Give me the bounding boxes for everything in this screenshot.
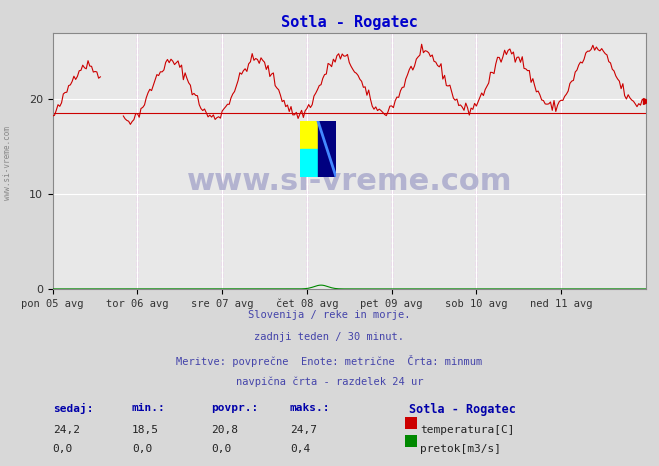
Text: 18,5: 18,5 (132, 425, 159, 435)
Text: www.si-vreme.com: www.si-vreme.com (3, 126, 13, 200)
Text: 0,0: 0,0 (211, 444, 231, 453)
Text: 0,0: 0,0 (53, 444, 73, 453)
Text: 24,7: 24,7 (290, 425, 317, 435)
Text: sedaj:: sedaj: (53, 403, 93, 414)
Text: www.si-vreme.com: www.si-vreme.com (186, 167, 512, 196)
Text: maks.:: maks.: (290, 403, 330, 413)
Text: 20,8: 20,8 (211, 425, 238, 435)
Text: min.:: min.: (132, 403, 165, 413)
Text: zadnji teden / 30 minut.: zadnji teden / 30 minut. (254, 332, 405, 342)
Text: 0,0: 0,0 (132, 444, 152, 453)
Text: povpr.:: povpr.: (211, 403, 258, 413)
Text: temperatura[C]: temperatura[C] (420, 425, 515, 435)
Title: Sotla - Rogatec: Sotla - Rogatec (281, 15, 418, 30)
Text: Sotla - Rogatec: Sotla - Rogatec (409, 403, 515, 416)
Text: navpična črta - razdelek 24 ur: navpična črta - razdelek 24 ur (236, 377, 423, 388)
Text: pretok[m3/s]: pretok[m3/s] (420, 444, 501, 453)
Bar (300, 121, 318, 149)
Text: 24,2: 24,2 (53, 425, 80, 435)
Text: 0,4: 0,4 (290, 444, 310, 453)
Text: Slovenija / reke in morje.: Slovenija / reke in morje. (248, 310, 411, 320)
Bar (318, 121, 336, 177)
Bar (300, 149, 318, 177)
Text: Meritve: povprečne  Enote: metrične  Črta: minmum: Meritve: povprečne Enote: metrične Črta:… (177, 355, 482, 367)
